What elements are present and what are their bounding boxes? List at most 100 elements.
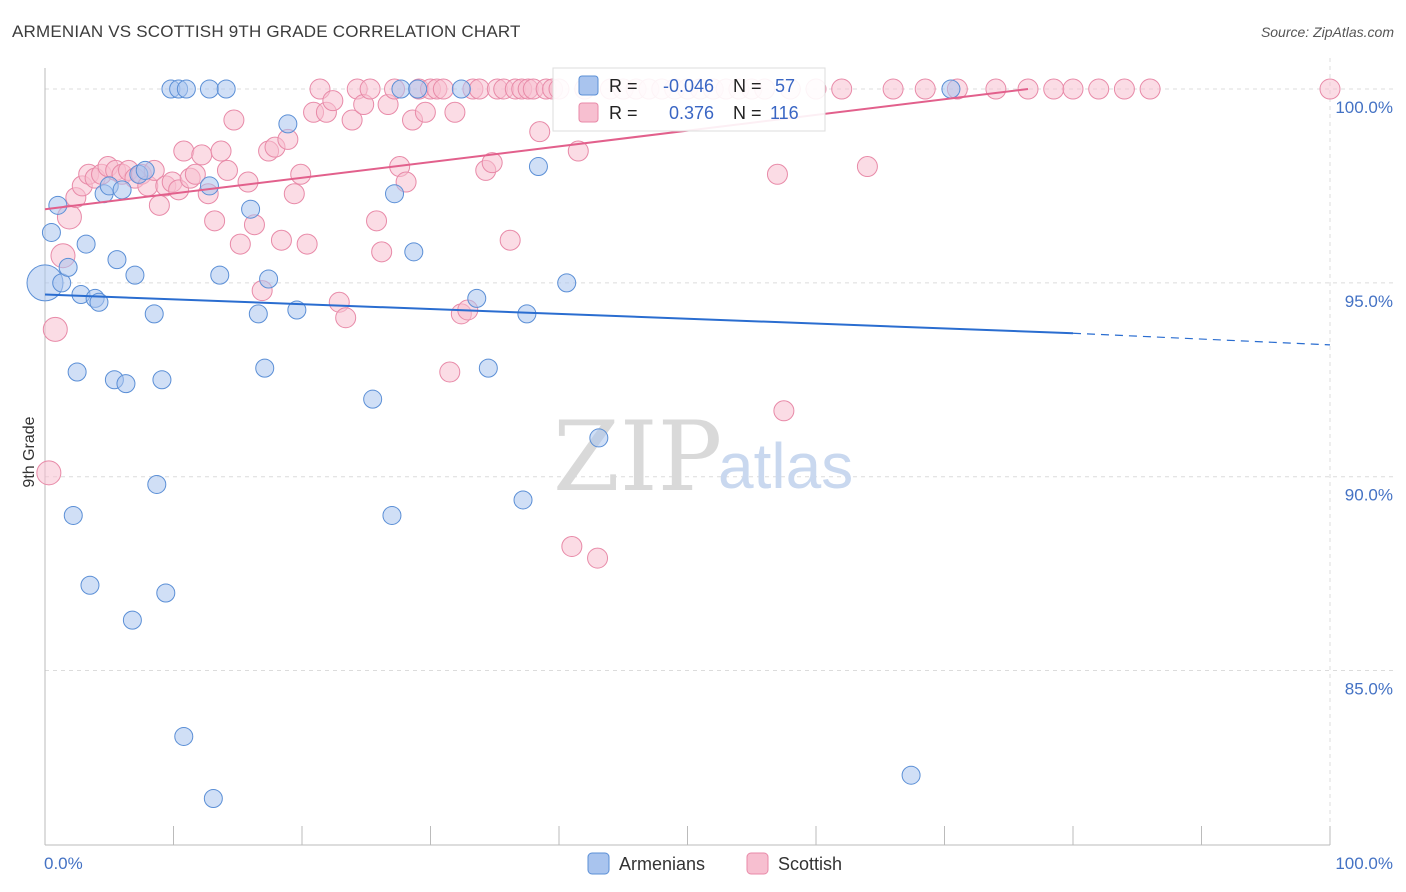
scottish-point xyxy=(914,78,936,100)
legend-armenians-label: Armenians xyxy=(619,854,705,874)
scottish-point xyxy=(439,361,461,383)
armenian-points xyxy=(26,79,961,808)
scottish-point xyxy=(322,90,344,112)
armenian-point xyxy=(63,505,83,525)
armenian-point xyxy=(255,358,275,378)
armenian-point xyxy=(278,114,298,134)
y-axis-label: 9th Grade xyxy=(21,416,38,487)
scottish-point xyxy=(191,144,213,166)
armenian-point xyxy=(216,79,236,99)
scottish-point xyxy=(773,400,795,422)
scottish-point xyxy=(499,229,521,251)
scottish-point xyxy=(567,140,589,162)
legend-armenians-swatch xyxy=(587,852,610,875)
armenian-trend-extension xyxy=(1072,332,1331,346)
scottish-point xyxy=(173,140,195,162)
armenian-point xyxy=(467,288,487,308)
armenian-point xyxy=(67,362,87,382)
scottish-point xyxy=(1139,78,1161,100)
armenian-point xyxy=(941,79,961,99)
scottish-point xyxy=(42,316,68,342)
scottish-point xyxy=(283,183,305,205)
armenian-point xyxy=(513,490,533,510)
trend-lines xyxy=(44,88,1331,346)
x-tick-label-max: 100.0% xyxy=(1335,854,1393,873)
watermark-zip: ZIP xyxy=(553,401,722,513)
armenian-point xyxy=(210,265,230,285)
armenian-point xyxy=(199,176,219,196)
stats-armenian-n-label: N = xyxy=(733,76,762,96)
scottish-point xyxy=(296,233,318,255)
armenian-point xyxy=(199,79,219,99)
scottish-point xyxy=(148,194,170,216)
armenian-point xyxy=(116,374,136,394)
scottish-point xyxy=(1062,78,1084,100)
armenian-point xyxy=(478,358,498,378)
stats-armenian-n-value: 57 xyxy=(775,76,795,96)
scottish-point xyxy=(468,78,490,100)
armenian-point xyxy=(382,505,402,525)
armenian-point xyxy=(174,726,194,746)
scottish-point xyxy=(204,210,226,232)
armenian-point xyxy=(901,765,921,785)
scottish-point xyxy=(229,233,251,255)
axes xyxy=(44,68,1331,846)
scottish-point xyxy=(371,241,393,263)
chart-title: ARMENIAN VS SCOTTISH 9TH GRADE CORRELATI… xyxy=(12,22,521,41)
armenian-point xyxy=(363,389,383,409)
scottish-point xyxy=(335,307,357,329)
armenian-point xyxy=(391,79,411,99)
scottish-point xyxy=(36,460,62,486)
armenian-point xyxy=(408,79,428,99)
armenian-point xyxy=(259,269,279,289)
armenian-point xyxy=(112,180,132,200)
armenian-point xyxy=(152,370,172,390)
scottish-point xyxy=(432,78,454,100)
legend-scottish-label: Scottish xyxy=(778,854,842,874)
armenian-trend-line xyxy=(44,293,1074,335)
scottish-point xyxy=(1113,78,1135,100)
armenian-point xyxy=(287,300,307,320)
y-tick-label: 90.0% xyxy=(1345,486,1393,505)
y-tick-label: 85.0% xyxy=(1345,680,1393,699)
y-tick-label: 100.0% xyxy=(1335,98,1393,117)
scottish-point xyxy=(341,109,363,131)
armenian-point xyxy=(89,292,109,312)
scottish-point xyxy=(481,152,503,174)
stats-armenian-r-label: R = xyxy=(609,76,638,96)
watermark-atlas: atlas xyxy=(718,430,853,502)
armenian-point xyxy=(48,195,68,215)
scottish-point xyxy=(444,101,466,123)
scottish-point xyxy=(587,547,609,569)
legend: Armenians Scottish xyxy=(587,852,842,875)
armenian-point xyxy=(58,257,78,277)
scottish-point xyxy=(1319,78,1341,100)
armenian-point xyxy=(147,474,167,494)
armenian-point xyxy=(557,273,577,293)
stats-scottish-swatch xyxy=(578,102,599,123)
source-credit: Source: ZipAtlas.com xyxy=(1260,24,1394,40)
armenian-point xyxy=(41,222,61,242)
armenian-point xyxy=(122,610,142,630)
scottish-point xyxy=(184,163,206,185)
armenian-point xyxy=(203,788,223,808)
scottish-point xyxy=(359,78,381,100)
stats-armenian-swatch xyxy=(578,75,599,96)
stats-armenian-r-value: -0.046 xyxy=(663,76,714,96)
tick-labels: 85.0% 90.0% 95.0% 100.0% 0.0% 100.0% xyxy=(44,98,1393,873)
scottish-point xyxy=(882,78,904,100)
scottish-point xyxy=(210,140,232,162)
armenian-point xyxy=(76,234,96,254)
scottish-point xyxy=(856,156,878,178)
scottish-point xyxy=(270,229,292,251)
x-tick-label-min: 0.0% xyxy=(44,854,83,873)
scottish-point xyxy=(1088,78,1110,100)
y-tick-label: 95.0% xyxy=(1345,292,1393,311)
scottish-point xyxy=(290,163,312,185)
scottish-point xyxy=(1043,78,1065,100)
stats-scottish-n-label: N = xyxy=(733,103,762,123)
armenian-point xyxy=(156,583,176,603)
scottish-point xyxy=(831,78,853,100)
armenian-point xyxy=(451,79,471,99)
armenian-point xyxy=(144,304,164,324)
